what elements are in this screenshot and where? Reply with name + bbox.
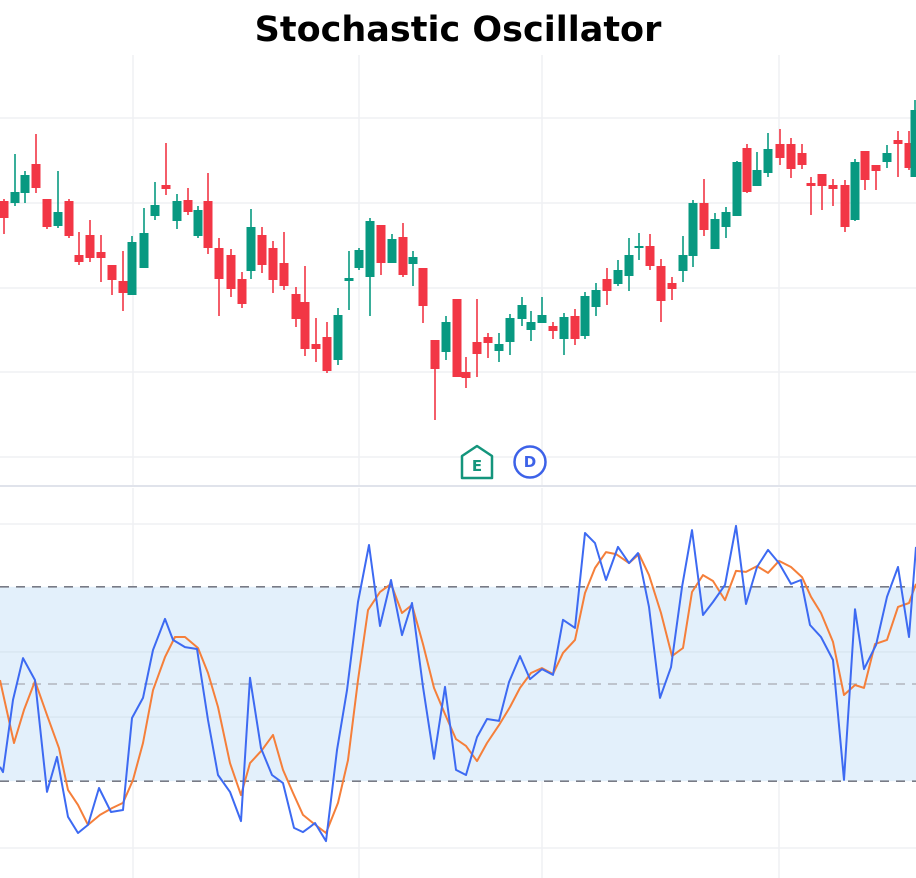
candle-down [570,309,580,345]
candle-up [721,207,731,238]
candle-up [613,260,623,286]
candle-down [279,232,289,290]
candle-up [688,200,698,267]
candle-up [580,292,590,339]
candle-up [150,182,160,220]
candle-down [74,232,84,265]
candle-up [441,316,451,360]
candle-down [806,177,816,215]
candle-down [452,299,462,377]
candle-down [183,188,193,215]
candle-up [387,234,397,263]
candle-down [257,227,267,273]
candle-down [472,299,482,377]
candle-down [786,138,796,178]
candle-down [775,129,785,165]
candle-down [96,235,106,282]
earnings-marker[interactable]: E [460,444,494,480]
candle-down [161,143,171,195]
candle-up [732,161,742,216]
candle-down [398,223,408,277]
candle-up [517,297,527,326]
candle-up [710,213,720,249]
candle-down [483,333,493,358]
candle-up [678,236,688,282]
candle-down [817,174,827,210]
candle-up [365,218,375,316]
candle-down [860,151,870,190]
overbought-oversold-band [0,586,916,782]
price-gridlines [0,55,916,486]
stochastic-d-line [0,551,916,834]
candle-down [291,287,301,327]
candle-down [376,225,386,275]
candle-up [344,251,354,310]
candle-up [193,206,203,238]
candle-down [699,179,709,236]
candle-down [904,131,914,170]
candle-up [494,333,504,362]
candle-up [246,209,256,279]
candle-up [354,248,364,270]
candle-up [882,145,892,168]
candlestick-series [0,100,916,420]
candle-down [31,134,41,193]
candle-down [214,238,224,316]
candle-down [85,220,95,262]
dividend-marker-label: D [523,453,537,471]
candle-up [850,159,860,221]
candle-down [461,357,471,388]
candle-down [118,251,128,311]
candle-down [871,165,881,190]
candle-down [237,272,247,308]
candle-down [840,180,850,232]
stochastic-k-line [0,524,916,843]
candle-up [20,171,30,203]
candle-down [64,199,74,238]
candle-up [408,251,418,286]
candle-up [591,283,601,316]
house-badge-icon [460,444,494,480]
candle-down [742,144,752,193]
circle-badge-icon [513,445,547,479]
candle-down [645,234,655,270]
candle-down [311,318,321,362]
candle-up [505,314,515,355]
candle-down [203,173,213,254]
candle-down [268,241,278,293]
candle-up [537,297,547,323]
candle-up [139,208,149,268]
candle-down [656,259,666,322]
candle-down [0,199,9,234]
candle-down [893,131,903,177]
candle-up [10,154,20,206]
candle-down [548,322,558,339]
dividend-marker[interactable]: D [513,445,547,479]
candle-up [559,313,569,355]
candle-down [418,268,428,323]
candle-down [42,199,52,229]
candle-down [602,268,612,305]
candle-down [797,144,807,169]
candle-down [107,265,117,295]
candle-up [127,236,137,295]
candle-down [300,266,310,356]
candle-up [333,308,343,365]
candle-up [624,238,634,291]
candle-up [526,311,536,341]
candle-up [763,133,773,177]
chart-title: Stochastic Oscillator [254,10,662,50]
candle-up [752,152,762,186]
candle-up [53,171,63,228]
candle-down [226,249,236,297]
candle-up [634,233,644,260]
candle-down [322,322,332,373]
candle-down [430,340,440,420]
candle-up [910,100,916,177]
candle-down [828,179,838,206]
candle-up [172,194,182,229]
candle-down [667,277,677,300]
earnings-marker-label: E [471,456,483,475]
